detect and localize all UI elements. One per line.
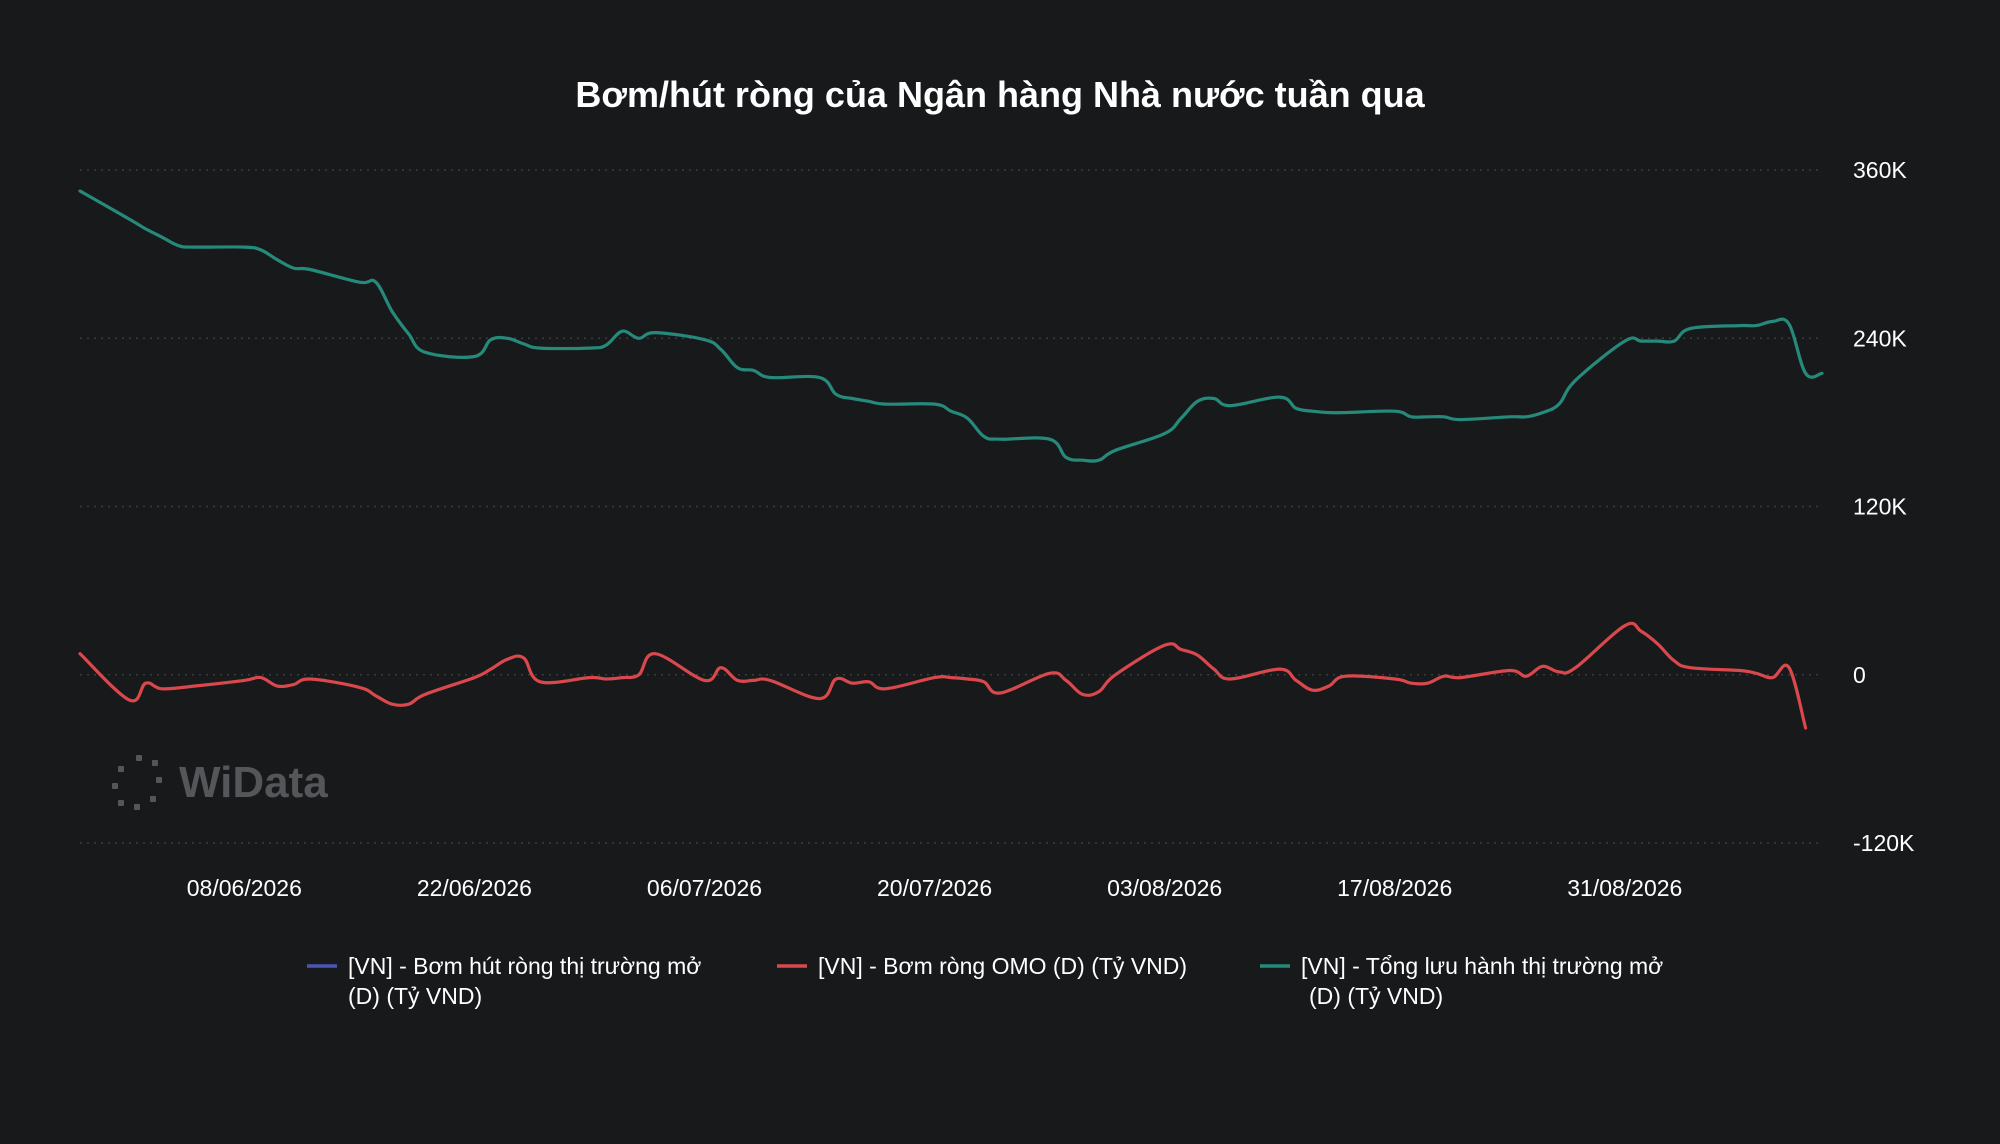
y-tick-label: 240K	[1853, 325, 1907, 351]
widata-logo-icon	[112, 755, 162, 810]
legend: [VN] - Bơm hút ròng thị trường mở (D) (Tỷ…	[307, 953, 1663, 1009]
x-tick-label: 31/08/2026	[1567, 875, 1682, 901]
watermark-text: WiData	[179, 758, 328, 807]
legend-item-2[interactable]: [VN] - Bơm ròng OMO (D) (Tỷ VND)	[777, 953, 1187, 979]
x-tick-label: 22/06/2026	[417, 875, 532, 901]
x-axis-ticks: 08/06/2026 22/06/2026 06/07/2026 20/07/2026…	[187, 875, 1683, 901]
x-tick-label: 20/07/2026	[877, 875, 992, 901]
x-tick-label: 03/08/2026	[1107, 875, 1222, 901]
legend-label: [VN] - Bơm ròng OMO (D) (Tỷ VND)	[818, 953, 1187, 979]
legend-label: [VN] - Tổng lưu hành thị trường mở	[1301, 953, 1663, 979]
legend-label: [VN] - Bơm hút ròng thị trường mở	[348, 953, 701, 979]
legend-item-1[interactable]: [VN] - Bơm hút ròng thị trường mở (D) (Tỷ…	[307, 953, 701, 1009]
x-tick-label: 08/06/2026	[187, 875, 302, 901]
x-tick-label: 17/08/2026	[1337, 875, 1452, 901]
legend-item-3[interactable]: [VN] - Tổng lưu hành thị trường mở (D) (T…	[1260, 953, 1663, 1009]
watermark: WiData	[112, 755, 328, 810]
legend-label: (D) (Tỷ VND)	[1309, 983, 1443, 1009]
legend-label: (D) (Tỷ VND)	[348, 983, 482, 1009]
y-tick-label: 120K	[1853, 494, 1907, 520]
y-tick-label: 0	[1853, 662, 1866, 688]
y-tick-label: -120K	[1853, 830, 1915, 856]
series-line-2	[78, 621, 1808, 730]
y-axis-ticks: 360K 240K 120K 0 -120K	[1853, 157, 1915, 856]
series-lines	[78, 189, 1824, 730]
series-line-3	[78, 189, 1824, 463]
y-tick-label: 360K	[1853, 157, 1907, 183]
x-tick-label: 06/07/2026	[647, 875, 762, 901]
chart-title: Bơm/hút ròng của Ngân hàng Nhà nước tuần…	[575, 74, 1425, 115]
grid-lines	[80, 169, 1822, 844]
